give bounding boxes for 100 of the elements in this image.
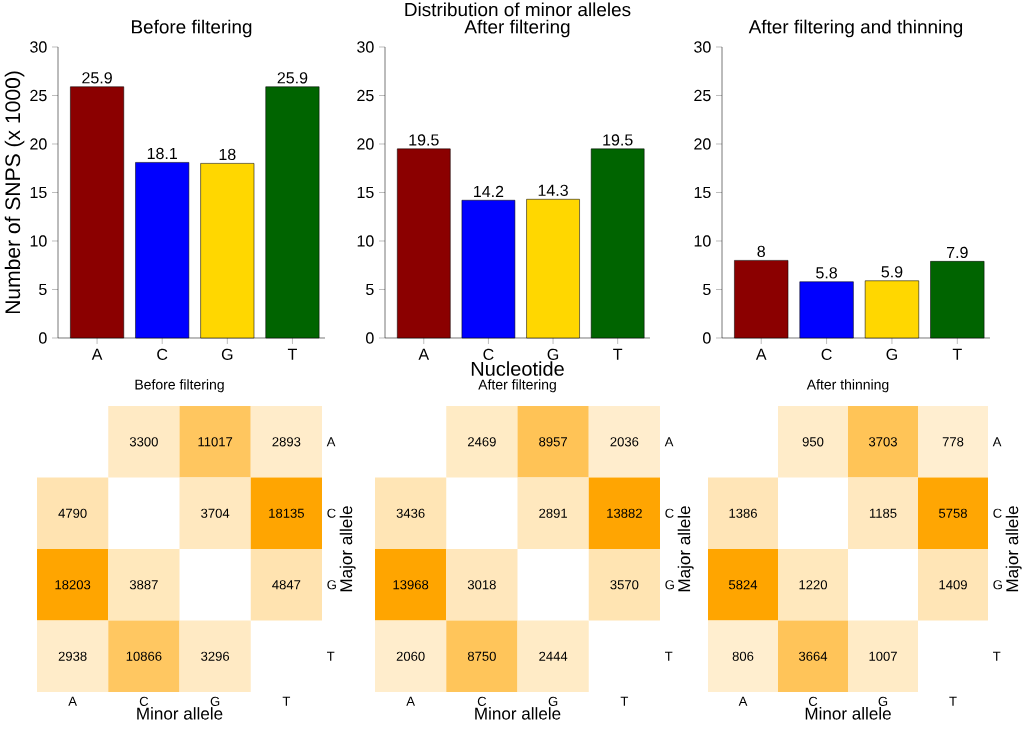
x-tick-label: A — [91, 348, 103, 360]
x-tick-label: T — [613, 348, 623, 360]
data-label: 2060 — [396, 651, 425, 661]
x-tick-label: C — [483, 348, 494, 361]
x-tick-label: G — [878, 696, 888, 706]
y-tick-label: T — [665, 651, 673, 661]
chart-title: Before filtering — [135, 379, 224, 393]
x-tick-label: C — [157, 348, 168, 361]
x-tick-label: A — [418, 348, 430, 360]
y-axis-title: Major allele — [677, 506, 694, 592]
y-tick-label: G — [665, 580, 674, 590]
x-tick-label: C — [821, 348, 832, 361]
data-label: 3300 — [129, 437, 158, 447]
data-label: 4847 — [272, 580, 301, 590]
x-tick-label: A — [68, 696, 77, 706]
x-axis-title: Minor allele — [475, 707, 561, 720]
data-label: 14.3 — [538, 184, 568, 197]
y-tick-label: 10 — [30, 235, 47, 247]
x-tick-label: C — [139, 696, 149, 706]
text: Distribution of minor alleles — [405, 2, 631, 17]
data-label: 3570 — [610, 580, 639, 590]
y-tick-label: 0 — [39, 332, 47, 344]
data-label: 778 — [942, 437, 964, 447]
data-label: 18.1 — [147, 147, 177, 160]
data-label: 25.9 — [277, 72, 308, 84]
data-label: 3703 — [868, 437, 897, 447]
y-tick-label: 20 — [357, 138, 374, 150]
y-tick-label: 0 — [366, 332, 374, 344]
y-tick-label: 15 — [30, 186, 47, 199]
y-tick-label: T — [327, 651, 335, 661]
y-tick-label: 5 — [366, 283, 374, 296]
data-label: 3436 — [396, 508, 425, 518]
x-axis-title: Nucleotide — [471, 361, 564, 376]
x-tick-label: A — [738, 696, 748, 706]
y-tick-label: 25 — [694, 89, 711, 102]
y-axis-title: Number of SNPS (x 1000) — [4, 71, 25, 314]
y-tick-label: A — [326, 437, 336, 447]
data-label: 1409 — [939, 580, 967, 590]
y-tick-label: 20 — [30, 138, 47, 150]
data-label: 950 — [802, 437, 824, 447]
y-tick-label: C — [327, 508, 336, 518]
data-label: 11017 — [198, 437, 233, 447]
data-label: 5.8 — [816, 267, 838, 279]
y-axis-title: Major allele — [1005, 506, 1022, 592]
data-label: 3296 — [201, 651, 230, 661]
x-axis-title: Minor allele — [805, 707, 891, 720]
data-label: 13882 — [607, 508, 642, 518]
data-label: 19.5 — [409, 134, 439, 146]
y-tick-label: 30 — [357, 41, 374, 53]
data-label: 2938 — [58, 651, 87, 661]
data-label: 25.9 — [82, 72, 112, 84]
data-label: 2036 — [610, 437, 639, 447]
data-label: 1007 — [869, 651, 897, 661]
data-label: 2891 — [539, 508, 568, 518]
y-tick-label: 25 — [30, 89, 47, 102]
data-label: 2469 — [467, 437, 496, 447]
data-label: 2893 — [272, 437, 301, 447]
chart-title: After thinning — [806, 379, 889, 393]
data-label: 4790 — [58, 508, 87, 518]
data-label: 13968 — [393, 580, 429, 590]
data-label: 1185 — [869, 508, 897, 518]
x-tick-label: T — [620, 696, 629, 706]
y-tick-label: C — [665, 508, 674, 518]
x-tick-label: G — [221, 348, 233, 361]
chart-title: After filtering — [464, 19, 570, 38]
x-axis-title: Minor allele — [137, 707, 223, 720]
y-tick-label: T — [993, 651, 1001, 661]
data-label: 10866 — [126, 651, 162, 661]
x-tick-label: T — [287, 348, 297, 360]
y-tick-label: 0 — [703, 332, 711, 344]
data-label: 19.5 — [603, 134, 633, 146]
y-tick-label: A — [992, 437, 1002, 447]
data-label: 3018 — [467, 580, 496, 590]
data-label: 14.2 — [474, 185, 504, 197]
x-tick-label: T — [282, 696, 291, 706]
y-axis-title: Major allele — [339, 506, 356, 592]
data-label: 8 — [757, 245, 765, 258]
y-tick-label: 10 — [357, 235, 374, 247]
x-tick-label: T — [949, 696, 957, 706]
data-label: 1386 — [729, 508, 757, 518]
x-tick-label: C — [477, 696, 487, 706]
chart-title: After filtering — [478, 379, 556, 393]
data-label: 2444 — [539, 651, 568, 661]
data-label: 8750 — [467, 651, 496, 661]
y-tick-label: C — [993, 508, 1002, 518]
data-label: 3664 — [798, 651, 828, 661]
y-tick-label: 5 — [39, 283, 47, 296]
x-tick-label: G — [548, 696, 558, 706]
x-tick-label: G — [886, 348, 897, 361]
y-tick-label: 10 — [694, 235, 711, 247]
data-label: 806 — [732, 651, 754, 661]
y-tick-label: G — [327, 580, 336, 590]
y-tick-label: 15 — [694, 186, 711, 199]
y-tick-label: G — [993, 580, 1002, 590]
x-tick-label: G — [210, 696, 220, 706]
x-tick-label: G — [547, 348, 559, 361]
data-label: 8957 — [539, 437, 567, 447]
data-label: 18 — [219, 148, 236, 161]
x-tick-label: A — [406, 696, 415, 706]
x-tick-label: C — [808, 696, 818, 706]
